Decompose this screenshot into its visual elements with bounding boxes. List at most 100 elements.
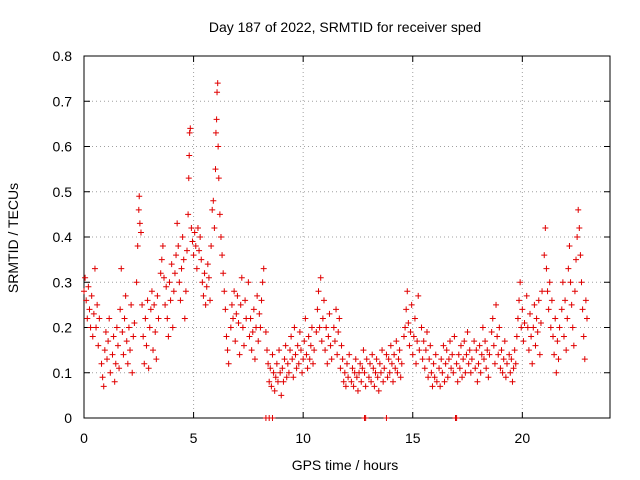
data-point	[242, 297, 249, 304]
data-point	[396, 347, 403, 354]
data-point	[287, 347, 294, 354]
data-point	[582, 297, 589, 304]
data-point	[110, 333, 117, 340]
data-point	[89, 333, 96, 340]
data-point	[292, 351, 299, 358]
data-point	[225, 360, 232, 367]
data-point	[431, 374, 438, 381]
data-point	[170, 288, 177, 295]
data-point	[86, 306, 93, 313]
data-point	[345, 374, 352, 381]
y-tick-label: 0.7	[53, 93, 73, 109]
data-point	[173, 252, 180, 259]
data-point	[101, 347, 108, 354]
data-point	[82, 274, 89, 281]
data-point	[279, 365, 286, 372]
data-point	[212, 166, 219, 173]
data-point	[176, 279, 183, 286]
x-tick-label: 15	[405, 430, 421, 446]
data-point	[402, 324, 409, 331]
data-point	[178, 265, 185, 272]
data-point	[166, 279, 173, 286]
data-point	[213, 116, 220, 123]
data-point	[521, 319, 528, 326]
data-point	[93, 324, 100, 331]
data-point	[317, 274, 324, 281]
data-point	[535, 297, 542, 304]
data-point	[384, 374, 391, 381]
data-point	[235, 319, 242, 326]
data-point	[482, 338, 489, 345]
data-point	[267, 365, 274, 372]
data-point	[499, 369, 506, 376]
data-point	[219, 252, 226, 259]
data-point	[269, 415, 276, 421]
data-point	[407, 329, 414, 336]
data-point	[344, 360, 350, 367]
data-point	[127, 347, 134, 354]
data-point	[240, 342, 247, 349]
data-point	[398, 360, 405, 367]
data-point	[477, 369, 484, 376]
data-point	[104, 356, 111, 363]
data-point	[214, 89, 221, 96]
data-point	[510, 365, 517, 372]
data-point	[184, 247, 191, 254]
data-point	[443, 347, 450, 354]
data-point	[197, 234, 204, 240]
data-point	[208, 243, 215, 250]
data-point	[438, 356, 445, 363]
data-point	[570, 342, 577, 349]
data-point	[150, 347, 157, 354]
data-point	[227, 324, 234, 331]
data-point	[159, 243, 166, 250]
data-point	[222, 306, 229, 313]
data-point	[257, 324, 264, 331]
data-point	[371, 383, 378, 390]
data-point	[211, 224, 218, 231]
data-point	[437, 383, 444, 390]
data-point	[556, 324, 563, 331]
data-point	[520, 338, 527, 345]
data-point	[90, 310, 97, 317]
data-point	[341, 369, 348, 376]
x-tick-labels: 0 5 10 15 20	[80, 430, 530, 446]
data-point	[441, 378, 448, 385]
data-point	[117, 306, 124, 313]
data-point	[542, 224, 549, 231]
data-point	[448, 365, 455, 372]
data-point	[516, 297, 523, 304]
data-point	[254, 292, 261, 299]
data-point	[251, 356, 258, 363]
data-point	[395, 356, 402, 363]
data-point	[160, 274, 167, 281]
data-point	[327, 342, 334, 349]
data-point	[333, 306, 340, 313]
data-point	[270, 369, 277, 376]
data-point	[560, 333, 567, 340]
data-point	[87, 324, 94, 331]
data-point	[348, 378, 355, 385]
data-point	[174, 220, 181, 227]
y-tick-label: 0.3	[53, 274, 73, 290]
data-point	[128, 301, 135, 308]
data-point	[85, 283, 92, 290]
data-point	[151, 301, 158, 308]
data-point	[205, 274, 212, 281]
data-point	[507, 369, 514, 376]
data-point	[116, 365, 123, 372]
x-tick-label: 5	[190, 430, 198, 446]
data-point	[416, 347, 423, 354]
data-point	[546, 279, 553, 286]
data-point	[533, 315, 540, 322]
data-point	[239, 324, 246, 331]
data-point	[191, 229, 198, 236]
data-point	[491, 360, 498, 367]
data-point	[471, 338, 478, 345]
data-point	[190, 252, 197, 259]
data-point	[454, 378, 461, 385]
data-point	[220, 270, 227, 277]
data-point	[290, 374, 297, 381]
data-point	[376, 360, 383, 367]
data-point	[440, 342, 447, 349]
